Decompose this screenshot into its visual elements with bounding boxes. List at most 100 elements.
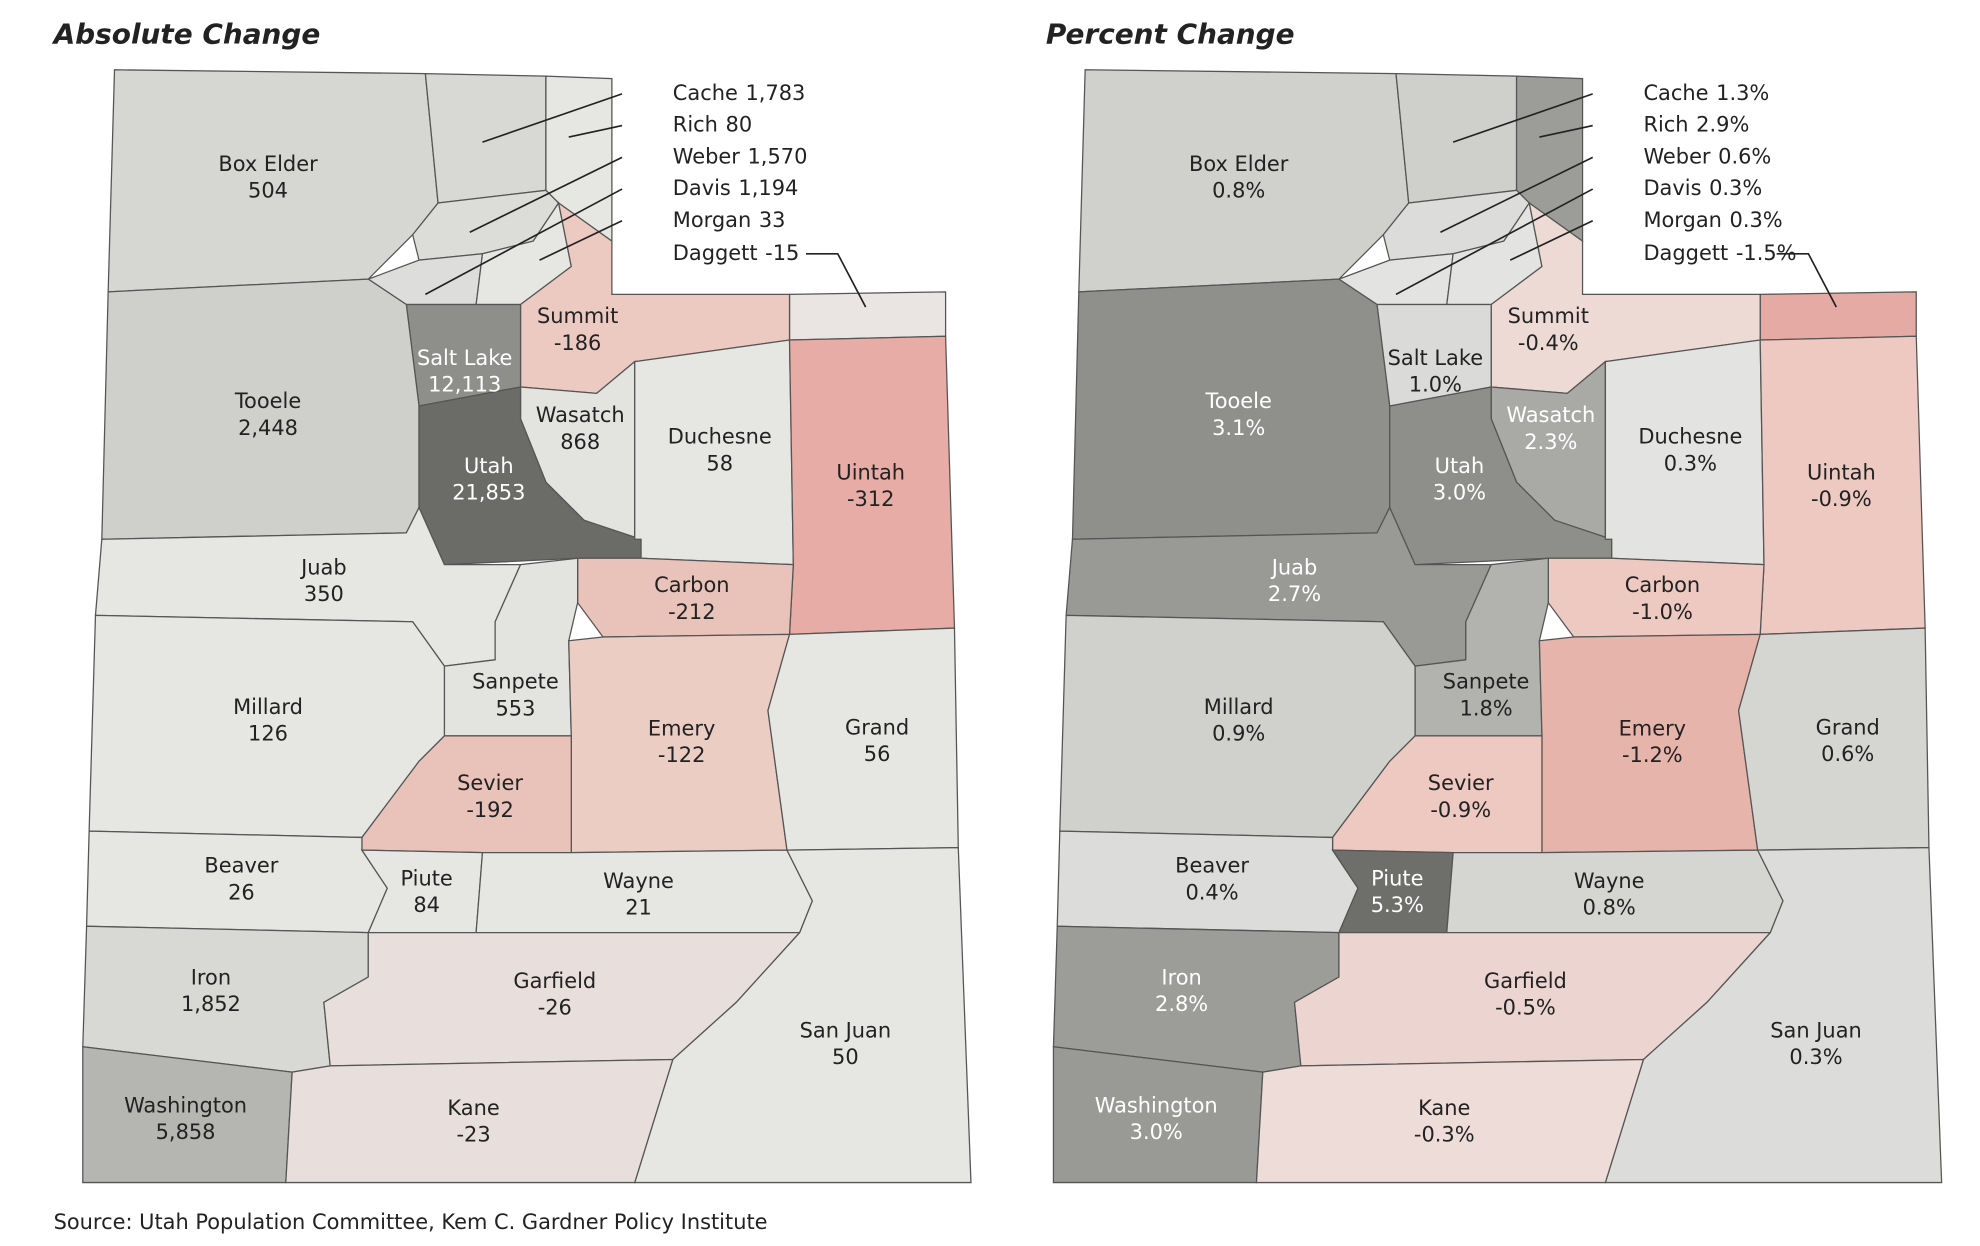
county-name: Iron — [191, 965, 231, 989]
county-value: 2.8% — [1155, 992, 1208, 1016]
county-value: 868 — [560, 430, 600, 454]
callout-line — [1509, 220, 1594, 261]
county-value: 0.3% — [1709, 176, 1762, 200]
county-value: 504 — [248, 179, 288, 203]
callout-label: Rich 80 — [673, 113, 752, 137]
callout-label: Cache 1,783 — [673, 81, 806, 105]
county-value: 553 — [495, 696, 535, 720]
county-name: Washington — [124, 1093, 247, 1117]
county-value: 1,852 — [181, 992, 241, 1016]
callout-line — [1440, 156, 1594, 233]
callout-label: Weber 0.6% — [1643, 144, 1771, 168]
county-value: 0.4% — [1185, 880, 1238, 904]
callout-line — [539, 220, 623, 261]
county-name: Utah — [464, 454, 514, 478]
county-name: Iron — [1161, 965, 1201, 989]
county-value: -186 — [554, 331, 601, 355]
county-name: Salt Lake — [1388, 346, 1484, 370]
callout-label: Daggett -1.5% — [1643, 241, 1796, 265]
county-shape — [1759, 291, 1917, 341]
county-value: 0.3% — [1789, 1045, 1842, 1069]
county-value: 21,853 — [452, 481, 525, 505]
county-value: 26 — [228, 880, 255, 904]
county-name: Uintah — [1807, 460, 1876, 484]
county-name: Utah — [1435, 454, 1485, 478]
county-shape — [424, 72, 547, 204]
county-value: 50 — [832, 1045, 859, 1069]
county-value: 126 — [248, 722, 288, 746]
county-value: -0.9% — [1430, 798, 1491, 822]
county-name: Grand — [1816, 715, 1880, 739]
county-value: 0.3% — [1730, 208, 1783, 232]
county-value: -0.3% — [1414, 1123, 1475, 1147]
county-value: 1.8% — [1460, 696, 1513, 720]
county-value: -312 — [847, 487, 894, 511]
county-value: 80 — [726, 113, 753, 137]
county-shape — [788, 335, 956, 636]
county-name: Garfield — [513, 969, 596, 993]
county-name: Carbon — [1625, 573, 1700, 597]
county-value: -0.9% — [1811, 487, 1872, 511]
county-name: Millard — [233, 695, 303, 719]
county-value: 3.1% — [1212, 416, 1265, 440]
county-name: Morgan — [1643, 208, 1721, 232]
map-title: Percent Change — [1046, 18, 1295, 51]
county-name: Wasatch — [1506, 403, 1595, 427]
county-value: 1,194 — [738, 176, 798, 200]
county-name: Summit — [537, 304, 618, 328]
county-name: Carbon — [654, 573, 729, 597]
county-value: 56 — [864, 742, 891, 766]
county-value: 5.3% — [1371, 893, 1424, 917]
county-name: Uintah — [836, 460, 905, 484]
county-name: Box Elder — [218, 152, 318, 176]
callout-line — [1452, 93, 1593, 143]
callout-label: Davis 0.3% — [1643, 176, 1762, 200]
map-title: Absolute Change — [52, 18, 321, 51]
county-value: 33 — [759, 208, 786, 232]
county-value: -192 — [466, 798, 513, 822]
county-name: Beaver — [1175, 854, 1249, 878]
county-value: -0.5% — [1495, 996, 1556, 1020]
county-name: Daggett — [1643, 241, 1728, 265]
county-name: Davis — [1643, 176, 1701, 200]
callout-line — [469, 156, 623, 233]
county-name: San Juan — [800, 1019, 892, 1043]
county-value: -0.4% — [1518, 331, 1579, 355]
county-name: Juab — [1270, 555, 1318, 579]
county-value: 1.3% — [1716, 81, 1769, 105]
county-name: Duchesne — [1638, 425, 1742, 449]
county-value: 0.8% — [1212, 179, 1265, 203]
county-value: -122 — [658, 743, 705, 767]
county-name: Box Elder — [1189, 152, 1289, 176]
callout-line — [1539, 124, 1593, 138]
county-value: 2.7% — [1268, 582, 1321, 606]
county-name: Emery — [1619, 717, 1686, 741]
county-value: -1.5% — [1736, 241, 1797, 265]
callout-line — [1395, 188, 1594, 296]
map: Box Elder 0.8% Summit -0.4% Salt Lake 1.0% Too… — [1052, 69, 1943, 1184]
county-name: Piute — [400, 866, 452, 890]
county-name: Juab — [299, 555, 347, 579]
county-value: 0.9% — [1212, 722, 1265, 746]
county-name: Duchesne — [668, 425, 772, 449]
callout-line — [806, 252, 867, 308]
county-name: Garfield — [1484, 969, 1567, 993]
county-value: -1.0% — [1632, 600, 1693, 624]
county-value: -23 — [456, 1123, 490, 1147]
county-name: Sanpete — [472, 670, 559, 694]
county-name: Emery — [648, 717, 715, 741]
county-name: Rich — [1643, 113, 1688, 137]
county-value: 350 — [304, 582, 344, 606]
county-value: 2.9% — [1696, 113, 1749, 137]
county-value: -15 — [765, 241, 799, 265]
county-name: Davis — [673, 176, 731, 200]
county-name: Morgan — [673, 208, 751, 232]
county-name: Summit — [1508, 304, 1589, 328]
county-name: Tooele — [1204, 389, 1271, 413]
county-name: Wayne — [603, 869, 674, 893]
county-name: Wasatch — [536, 403, 625, 427]
county-name: San Juan — [1770, 1019, 1862, 1043]
county-shape — [1395, 72, 1518, 204]
